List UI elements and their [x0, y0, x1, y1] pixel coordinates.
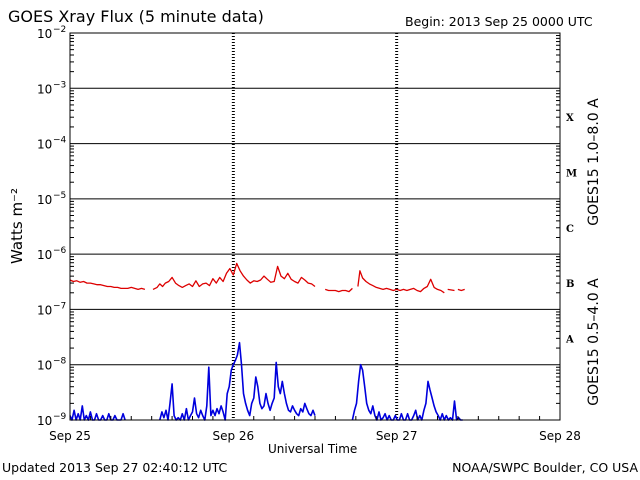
y-tick-exponent: −5	[53, 191, 66, 201]
y-tick-label: 10	[37, 193, 52, 207]
y-tick-label: 10	[37, 414, 52, 428]
x-tick-label: Sep 28	[539, 429, 581, 443]
series-layer	[69, 262, 465, 421]
begin-time: Begin: 2013 Sep 25 0000 UTC	[405, 14, 593, 29]
y-tick-exponent: −2	[53, 25, 66, 35]
y-tick-label: 10	[37, 27, 52, 41]
x-tick-label: Sep 27	[376, 429, 418, 443]
grid-layer	[70, 33, 560, 420]
series-short-line	[69, 341, 463, 421]
y-axis-label: Watts m⁻²	[8, 188, 26, 264]
y-tick-exponent: −6	[53, 246, 67, 256]
legend-short-label: GOES15 0.5–4.0 A	[586, 278, 602, 406]
series-long-line	[69, 262, 465, 294]
x-axis-label: Universal Time	[268, 442, 358, 456]
credit-text: NOAA/SWPC Boulder, CO USA	[452, 460, 638, 475]
flare-class-label: X	[566, 113, 574, 124]
y-tick-exponent: −8	[53, 357, 67, 367]
flare-class-label: M	[566, 168, 577, 179]
updated-time: Updated 2013 Sep 27 02:40:12 UTC	[2, 460, 228, 475]
x-tick-label: Sep 25	[49, 429, 91, 443]
flare-class-label: A	[565, 334, 574, 345]
legend: GOES15 1.0–8.0 A GOES15 0.5–4.0 A	[586, 98, 602, 406]
flare-class-label: B	[566, 279, 574, 290]
y-tick-label: 10	[37, 138, 52, 152]
y-tick-exponent: −7	[53, 301, 66, 311]
y-tick-label: 10	[37, 82, 52, 96]
y-tick-label: 10	[37, 248, 52, 262]
y-tick-exponent: −4	[53, 136, 67, 146]
plot-frame	[69, 32, 561, 421]
y-tick-exponent: −9	[53, 412, 67, 422]
flare-class-label: C	[566, 224, 574, 235]
chart-title: GOES Xray Flux (5 minute data)	[8, 7, 264, 26]
y-tick-label: 10	[37, 359, 52, 373]
legend-long-label: GOES15 1.0–8.0 A	[586, 98, 602, 226]
x-tick-label: Sep 26	[212, 429, 254, 443]
y-tick-label: 10	[37, 303, 52, 317]
y-tick-exponent: −3	[53, 80, 66, 90]
